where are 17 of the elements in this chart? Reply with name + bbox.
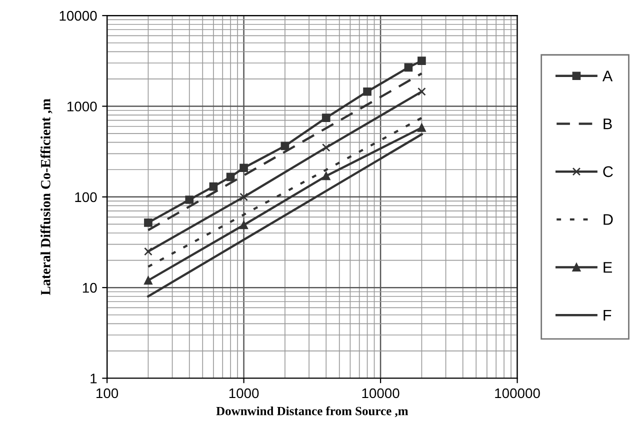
y-tick-label: 100: [75, 192, 97, 202]
legend-label: F: [604, 310, 612, 320]
legend-label: D: [604, 214, 613, 225]
legend-label: A: [602, 70, 613, 82]
x-axis-title: Downwind Distance from Source ,m: [216, 406, 408, 418]
y-tick-label: 1000: [67, 102, 97, 112]
y-tick-label: 10000: [60, 10, 97, 21]
legend-label: E: [604, 262, 612, 273]
y-axis-title: Lateral Diffusion Co-Efficient ,m: [40, 98, 52, 296]
x-tick-label: 100: [96, 388, 118, 398]
y-tick-label: 1: [90, 374, 97, 384]
y-tick-label: 10: [82, 282, 97, 293]
legend-label: C: [603, 166, 613, 178]
x-tick-label: 100000: [495, 388, 540, 398]
x-tick-label: 1000: [229, 388, 259, 398]
legend-label: B: [604, 118, 612, 130]
x-tick-label: 10000: [362, 388, 400, 398]
